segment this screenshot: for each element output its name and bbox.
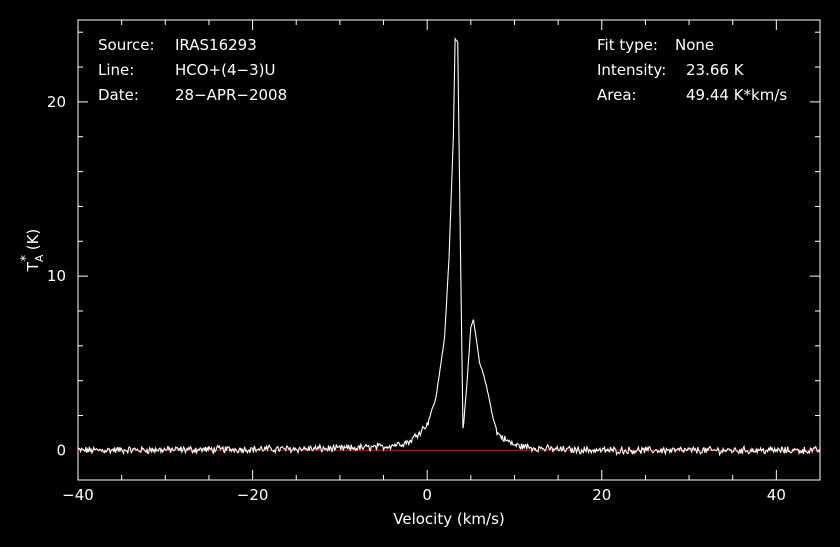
- annotation-right-value: 49.44 K*km/s: [686, 86, 787, 104]
- x-tick-label: −20: [237, 486, 269, 504]
- x-tick-label: 0: [422, 486, 432, 504]
- x-tick-label: −40: [62, 486, 94, 504]
- x-tick-label: 20: [592, 486, 611, 504]
- annotation-right-value: None: [675, 36, 714, 54]
- spectrum-line: [77, 36, 821, 457]
- y-tick-label: 10: [47, 267, 66, 285]
- x-axis-label: Velocity (km/s): [393, 510, 504, 528]
- annotation-right-key: Fit type:: [597, 36, 658, 54]
- annotation-right-key: Area:: [597, 86, 637, 104]
- x-tick-label: 40: [767, 486, 786, 504]
- y-axis-label-unit: (K): [24, 229, 42, 255]
- annotation-left-key: Date:: [98, 86, 139, 104]
- y-axis-label-superscript: *: [19, 255, 34, 262]
- y-axis-label-subscript: A: [33, 254, 46, 262]
- y-axis-label-T: T: [24, 261, 42, 272]
- annotation-right-value: 23.66 K: [686, 61, 745, 79]
- y-tick-label: 0: [56, 441, 66, 459]
- annotation-left-key: Line:: [98, 61, 134, 79]
- svg-text:TA* (K): TA* (K): [19, 229, 46, 273]
- annotation-right-key: Intensity:: [597, 61, 666, 79]
- y-tick-label: 20: [47, 93, 66, 111]
- annotation-left-value: HCO+(4−3)U: [175, 61, 275, 79]
- header-annotations: Source: IRAS16293 Line: HCO+(4−3)U Date: 28−A…: [98, 36, 787, 104]
- annotation-left-key: Source:: [98, 36, 155, 54]
- annotation-left-value: IRAS16293: [175, 36, 257, 54]
- annotation-left-value: 28−APR−2008: [175, 86, 287, 104]
- axis-tick-labels: −40 −20 0 20 40 0 10 20: [47, 93, 786, 504]
- y-axis-label: TA* (K): [19, 229, 46, 273]
- plot-frame: [77, 19, 821, 481]
